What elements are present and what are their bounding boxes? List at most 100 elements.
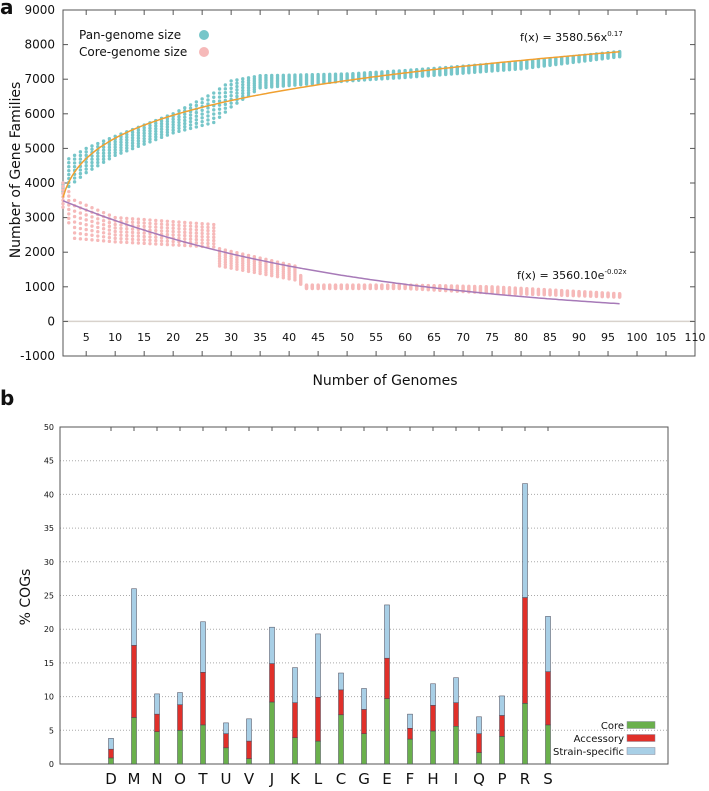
core-point	[571, 289, 575, 293]
core-point	[183, 220, 187, 225]
core-point	[101, 227, 106, 231]
pan-point	[177, 126, 181, 131]
core-point	[171, 239, 175, 244]
pan-point	[316, 72, 320, 77]
y-tick-label-b: 25	[44, 592, 54, 601]
core-point	[200, 234, 204, 239]
core-point	[72, 214, 77, 219]
x-tick-label-b: I	[454, 770, 458, 787]
core-point	[165, 242, 170, 247]
core-point	[235, 267, 239, 271]
pan-point	[96, 141, 100, 146]
pan-point	[217, 103, 222, 107]
core-point	[200, 228, 204, 232]
core-point	[380, 283, 384, 287]
pan-point	[125, 143, 129, 148]
pan-point	[125, 146, 129, 150]
core-point	[177, 236, 181, 241]
core-point	[101, 219, 106, 223]
bar-strain-specific-N	[154, 693, 160, 715]
core-point	[316, 283, 320, 287]
y-tick-label-a: 3000	[24, 211, 55, 225]
core-point	[142, 241, 146, 246]
core-point	[617, 292, 622, 296]
core-point	[72, 231, 77, 235]
core-point	[496, 285, 500, 289]
pan-point	[391, 69, 396, 73]
core-point	[229, 254, 233, 258]
pan-point	[171, 117, 175, 121]
core-point	[165, 222, 170, 227]
core-point	[78, 231, 83, 236]
core-point	[154, 228, 158, 233]
pan-point	[84, 150, 88, 154]
core-point	[368, 283, 373, 287]
pan-point	[171, 131, 175, 135]
core-point	[101, 235, 106, 239]
pan-point	[246, 76, 251, 80]
pan-point	[206, 118, 210, 122]
pan-point	[217, 95, 222, 99]
pan-point	[414, 67, 419, 72]
pan-point	[159, 119, 164, 123]
pan-point	[229, 101, 233, 105]
pan-point	[90, 147, 94, 151]
core-point	[223, 262, 228, 267]
bar-strain-specific-T	[200, 621, 206, 673]
y-tick-label-b: 0	[49, 760, 54, 769]
legend-label-b: Core	[601, 721, 624, 732]
legend-swatch-b	[626, 747, 656, 755]
pan-point	[72, 157, 77, 161]
core-point	[159, 229, 164, 233]
core-point	[212, 229, 216, 233]
core-point	[212, 226, 216, 230]
pan-point	[362, 71, 367, 75]
core-point	[119, 240, 123, 244]
pan-point	[206, 106, 210, 110]
bar-accessory-L	[315, 697, 321, 742]
core-point	[84, 223, 88, 227]
x-tick-label-b: N	[151, 770, 162, 787]
pan-point	[223, 83, 228, 87]
y-tick-label-a: 9000	[24, 3, 55, 17]
pan-point	[200, 97, 204, 101]
pan-point	[241, 77, 245, 81]
pan-point	[101, 154, 106, 158]
core-point	[148, 238, 152, 242]
pan-point	[258, 74, 262, 78]
legend-pan-label: Pan-genome size	[79, 28, 181, 42]
core-point	[246, 253, 251, 258]
core-point	[78, 237, 83, 241]
pan-point	[217, 111, 222, 115]
core-point	[212, 242, 216, 246]
pan-fit-curve	[62, 51, 620, 198]
pan-point	[136, 139, 141, 143]
core-point	[119, 236, 123, 241]
core-point	[606, 291, 610, 295]
core-point	[188, 237, 193, 241]
y-tick-label-b: 15	[44, 659, 54, 668]
core-point	[136, 224, 141, 228]
pan-point	[241, 88, 245, 93]
core-point	[183, 224, 187, 228]
pan-point	[148, 140, 152, 144]
core-point	[67, 189, 71, 194]
core-point	[84, 232, 88, 237]
pan-point	[107, 137, 112, 141]
pan-point	[206, 114, 210, 118]
pan-point	[333, 72, 338, 76]
core-point	[177, 243, 181, 247]
core-point	[159, 235, 164, 240]
pan-point	[200, 112, 204, 116]
pan-point	[159, 127, 164, 131]
pan-point	[223, 91, 228, 95]
pan-point	[101, 160, 106, 164]
bar-accessory-Q	[476, 733, 482, 753]
pan-point	[200, 108, 204, 113]
pan-point	[287, 73, 291, 77]
core-point	[101, 210, 106, 215]
bar-accessory-R	[522, 597, 528, 704]
pan-point	[119, 151, 123, 155]
x-tick-label-b: F	[406, 770, 415, 787]
core-point	[223, 253, 228, 257]
